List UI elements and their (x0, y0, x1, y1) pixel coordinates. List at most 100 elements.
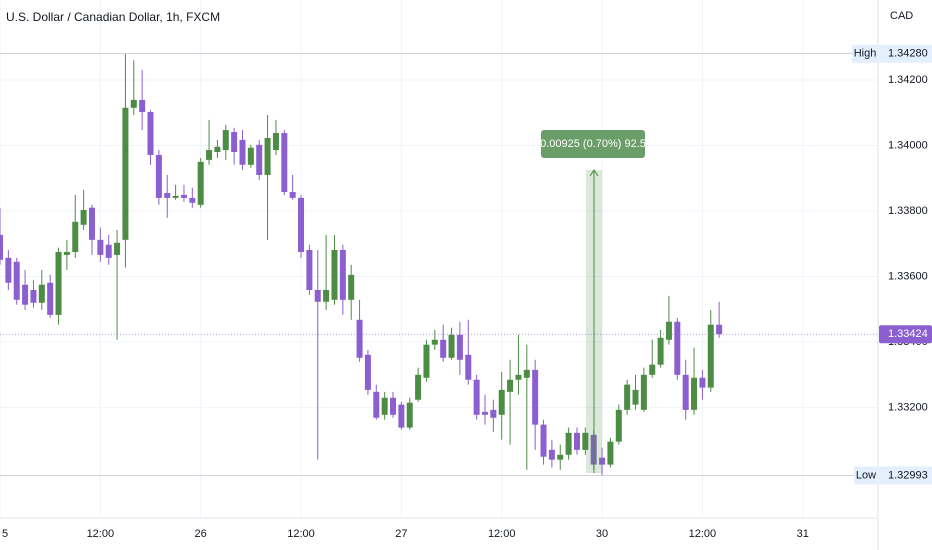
chart-title: U.S. Dollar / Canadian Dollar, 1h, FXCM (6, 10, 220, 24)
last-price-box (879, 325, 932, 344)
x-tick-label: 27 (395, 528, 407, 540)
candle-body (189, 197, 196, 203)
candle-body (540, 424, 547, 457)
candle-body (364, 354, 371, 390)
candle-body (130, 99, 137, 108)
x-tick-label: 12:00 (87, 528, 115, 540)
candle-body (398, 404, 405, 428)
y-tick-label: 1.34200 (888, 74, 928, 86)
candle-body (272, 133, 279, 151)
candle-body (314, 289, 321, 302)
candle-body (707, 324, 714, 388)
low-name-box (854, 466, 878, 485)
candle-body (532, 369, 539, 425)
candle-body (515, 374, 522, 380)
candle-body (323, 289, 330, 302)
candle-body (172, 195, 179, 198)
candle-body (390, 397, 397, 415)
y-tick-label: 1.33600 (888, 270, 928, 282)
candle-body (607, 441, 614, 465)
candle-body (373, 391, 380, 418)
candle-body (657, 337, 664, 365)
candle-body (565, 432, 572, 455)
high-name-box (852, 44, 878, 63)
candle-body (674, 321, 681, 375)
candle-body (289, 191, 296, 198)
candle-body (573, 432, 580, 450)
candle-body (431, 339, 438, 345)
candle-body (122, 107, 129, 240)
candle-body (80, 210, 87, 225)
y-tick-label: 1.33200 (888, 401, 928, 413)
candle-body (356, 319, 363, 358)
candle-body (691, 377, 698, 410)
candle-body (97, 239, 104, 255)
high-name: High (854, 48, 877, 60)
low-value: 1.32993 (888, 469, 928, 481)
candle-body (155, 154, 162, 198)
candle-body (481, 411, 488, 415)
currency-label: CAD (890, 10, 913, 22)
candle-body (456, 334, 463, 360)
y-tick-label: 1.34000 (888, 139, 928, 151)
x-tick-label: 12:00 (689, 528, 717, 540)
candle-body (0, 234, 3, 260)
last-price-label: 1.33424 (888, 328, 928, 340)
measure-label: 0.00925 (0.70%) 92.5 (540, 138, 646, 150)
grid (0, 0, 878, 518)
candle-body (38, 284, 45, 303)
candle-body (440, 339, 447, 358)
x-tick-label: 12:00 (287, 528, 315, 540)
x-tick-label: 30 (596, 528, 608, 540)
candle-body (498, 389, 505, 415)
measure-arrowhead (589, 169, 599, 177)
candle-body (306, 249, 313, 290)
high-value-box (879, 44, 932, 63)
candle-body (490, 409, 497, 418)
high-value: 1.34280 (888, 48, 928, 60)
candle-body (640, 374, 647, 410)
candle-body (197, 161, 204, 205)
candle-body (582, 432, 589, 450)
candle-body (339, 249, 346, 300)
candle-body (348, 274, 355, 300)
plot: 0.00925 (0.70%) 92.5 (0, 53, 878, 476)
x-tick-label: 26 (195, 528, 207, 540)
candle-body (22, 284, 29, 305)
low-value-box (879, 466, 932, 485)
candle-body (206, 150, 213, 160)
candle-body (632, 389, 639, 405)
candle-body (682, 374, 689, 410)
candle-body (406, 402, 413, 428)
candle-body (264, 137, 271, 175)
candle-body (5, 257, 12, 283)
candle-body (72, 221, 79, 252)
candle-body (415, 374, 422, 400)
candle-body (548, 449, 555, 460)
candle-body (214, 146, 221, 153)
candle-body (665, 321, 672, 340)
candle-body (55, 251, 62, 315)
candle-body (63, 251, 70, 255)
candle-body (507, 379, 514, 392)
candle-body (47, 282, 54, 315)
candle-body (473, 379, 480, 415)
candle-body (624, 384, 631, 410)
candle-body (649, 364, 656, 375)
measure-label-box (541, 130, 645, 159)
candle-body (281, 133, 288, 192)
x-tick-label: 12:00 (488, 528, 516, 540)
candle-body (114, 242, 121, 255)
x-tick-label: 5 (2, 528, 8, 540)
candle-body (105, 244, 112, 258)
candle-body (239, 139, 246, 165)
candle-body (30, 289, 37, 303)
axis: 1.342001.340001.338001.336001.334001.332… (2, 44, 932, 540)
candle-body (331, 249, 338, 300)
candle-body (88, 207, 95, 240)
candle-body (557, 454, 564, 460)
candle-body (381, 397, 388, 415)
x-tick-label: 31 (797, 528, 809, 540)
candle-body (231, 132, 238, 153)
